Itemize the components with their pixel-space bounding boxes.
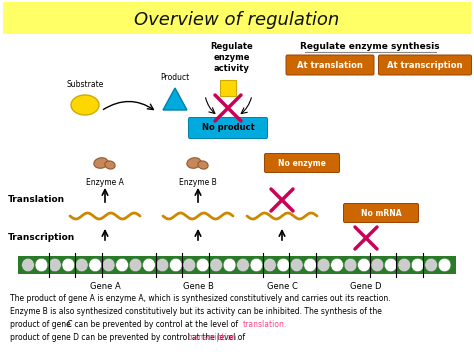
Text: Regulate enzyme synthesis: Regulate enzyme synthesis	[300, 42, 440, 51]
Ellipse shape	[317, 258, 330, 272]
Text: Gene D: Gene D	[350, 282, 382, 291]
Text: transcription.: transcription.	[188, 333, 240, 342]
FancyBboxPatch shape	[379, 55, 472, 75]
Text: Enzyme B: Enzyme B	[179, 178, 217, 187]
Ellipse shape	[398, 258, 410, 272]
Text: product of gene: product of gene	[10, 320, 73, 329]
Ellipse shape	[156, 258, 169, 272]
Ellipse shape	[384, 258, 397, 272]
Ellipse shape	[425, 258, 438, 272]
Ellipse shape	[277, 258, 290, 272]
Ellipse shape	[105, 161, 115, 169]
Text: Transcription: Transcription	[8, 234, 75, 242]
Ellipse shape	[187, 158, 201, 168]
Ellipse shape	[344, 258, 357, 272]
Text: translation.: translation.	[243, 320, 287, 329]
Ellipse shape	[62, 258, 75, 272]
Text: No product: No product	[201, 124, 255, 132]
Text: Enzyme A: Enzyme A	[86, 178, 124, 187]
Text: Substrate: Substrate	[66, 80, 104, 89]
Text: At translation: At translation	[297, 60, 363, 70]
Text: Regulate
enzyme
activity: Regulate enzyme activity	[210, 42, 254, 73]
Ellipse shape	[357, 258, 370, 272]
Ellipse shape	[210, 258, 222, 272]
Text: No enzyme: No enzyme	[278, 158, 326, 168]
Ellipse shape	[89, 258, 101, 272]
Ellipse shape	[291, 258, 303, 272]
Ellipse shape	[198, 161, 208, 169]
Ellipse shape	[94, 158, 108, 168]
Ellipse shape	[48, 258, 61, 272]
Text: can be prevented by control at the level of: can be prevented by control at the level…	[72, 320, 240, 329]
Text: Enzyme B is also synthesized constitutively but its activity can be inhibited. T: Enzyme B is also synthesized constitutiv…	[10, 307, 382, 316]
Ellipse shape	[143, 258, 155, 272]
Text: C: C	[67, 320, 73, 329]
Ellipse shape	[71, 95, 99, 115]
Ellipse shape	[237, 258, 249, 272]
Bar	[220, 80, 236, 96]
Ellipse shape	[196, 258, 209, 272]
Ellipse shape	[411, 258, 424, 272]
Ellipse shape	[102, 258, 115, 272]
Text: The product of gene A is enzyme A, which is synthesized constitutively and carri: The product of gene A is enzyme A, which…	[10, 294, 391, 303]
FancyBboxPatch shape	[344, 203, 419, 223]
Ellipse shape	[264, 258, 276, 272]
Text: No mRNA: No mRNA	[361, 208, 401, 218]
FancyBboxPatch shape	[286, 55, 374, 75]
Ellipse shape	[371, 258, 384, 272]
FancyBboxPatch shape	[189, 118, 267, 138]
Polygon shape	[163, 88, 187, 110]
Ellipse shape	[183, 258, 196, 272]
Ellipse shape	[22, 258, 35, 272]
Ellipse shape	[129, 258, 142, 272]
Ellipse shape	[304, 258, 317, 272]
Text: product of gene D can be prevented by control at the level of: product of gene D can be prevented by co…	[10, 333, 247, 342]
Ellipse shape	[223, 258, 236, 272]
Bar	[18, 256, 456, 274]
Ellipse shape	[250, 258, 263, 272]
Bar	[3, 2, 471, 34]
Ellipse shape	[75, 258, 88, 272]
Ellipse shape	[331, 258, 344, 272]
Ellipse shape	[438, 258, 451, 272]
Text: Translation: Translation	[8, 196, 65, 204]
Ellipse shape	[116, 258, 128, 272]
Text: Overview of regulation: Overview of regulation	[134, 11, 340, 29]
Text: Gene A: Gene A	[90, 282, 120, 291]
Ellipse shape	[35, 258, 48, 272]
Text: At transcription: At transcription	[387, 60, 463, 70]
Text: Gene C: Gene C	[266, 282, 298, 291]
FancyBboxPatch shape	[264, 153, 339, 173]
Text: Product: Product	[160, 73, 190, 82]
Text: Gene B: Gene B	[182, 282, 213, 291]
Ellipse shape	[169, 258, 182, 272]
